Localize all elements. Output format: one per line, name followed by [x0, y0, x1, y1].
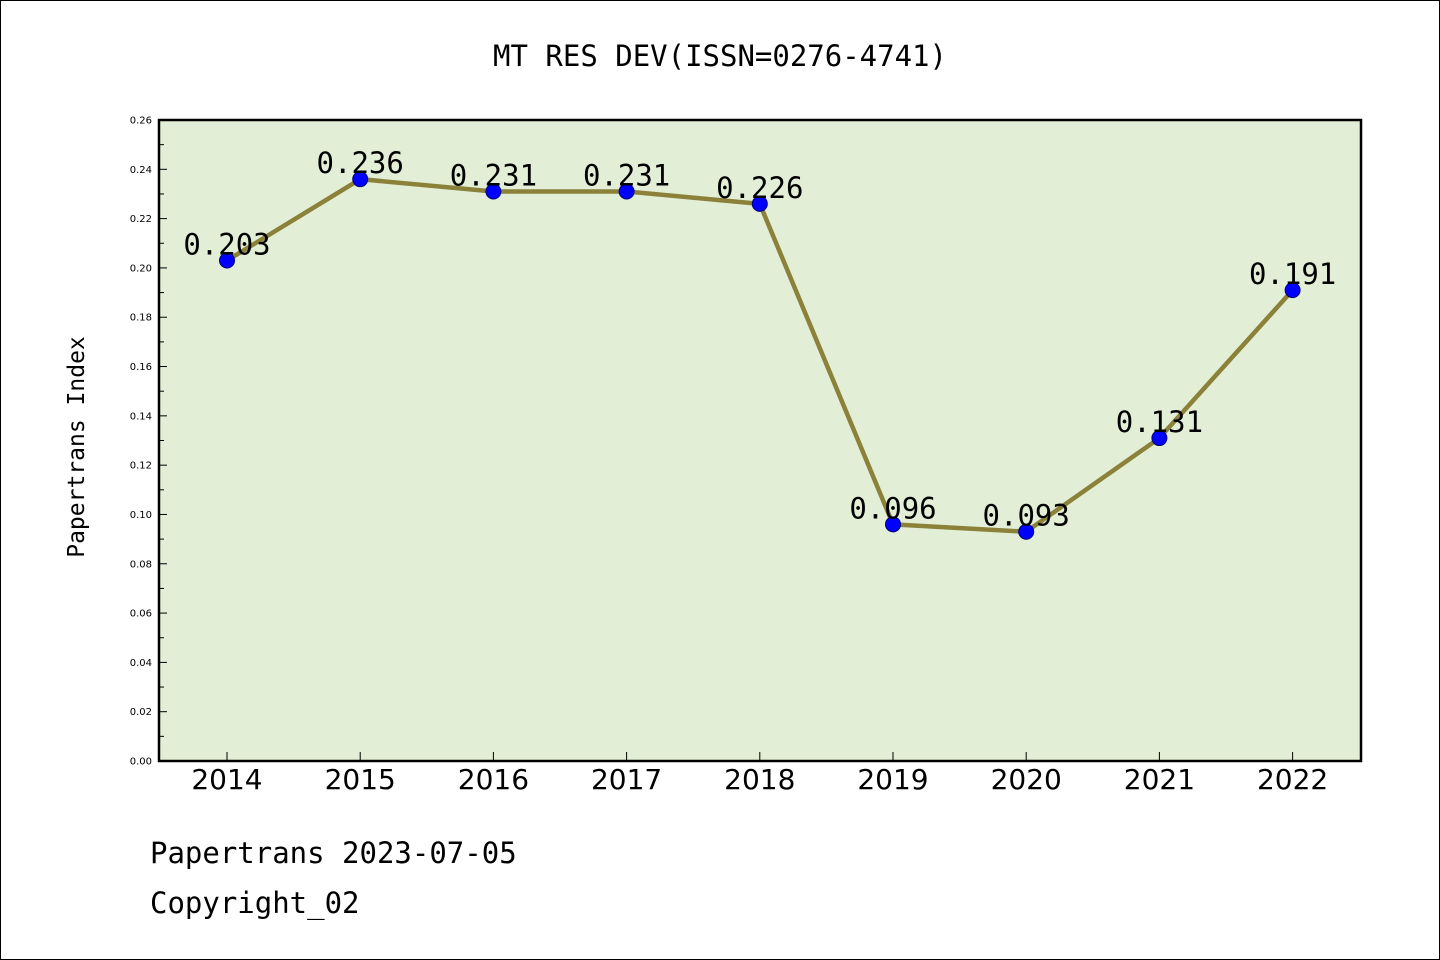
x-tick-label: 2019	[857, 763, 928, 796]
y-tick-label: 0.14	[130, 411, 152, 422]
data-point	[751, 195, 768, 212]
x-tick-label: 2021	[1124, 763, 1195, 796]
y-tick-label: 0.06	[130, 609, 152, 620]
footer-date-text: Papertrans 2023-07-05	[150, 836, 517, 870]
y-tick-label: 0.22	[130, 214, 152, 225]
x-tick-label: 2014	[191, 763, 262, 796]
data-label: 0.231	[583, 158, 670, 192]
y-tick-label: 0.12	[130, 461, 152, 472]
data-point	[219, 252, 235, 269]
footer-copyright-text: Copyright_02	[150, 886, 360, 920]
y-tick-label: 0.04	[130, 658, 152, 669]
x-axis-ticks: 2014 2015 2016 2017 2018 2019 2020 2021 2022	[191, 752, 1328, 796]
data-point	[352, 171, 369, 188]
y-tick-label: 0.24	[130, 165, 152, 176]
x-tick-label: 2020	[991, 763, 1062, 796]
data-point	[1151, 430, 1168, 447]
data-label: 0.096	[849, 491, 936, 525]
y-tick-label: 0.18	[130, 313, 152, 324]
data-label: 0.131	[1116, 405, 1203, 439]
y-tick-label: 0.10	[130, 510, 152, 521]
data-label: 0.093	[983, 499, 1070, 533]
y-tick-label: 0.08	[130, 559, 152, 570]
x-tick-label: 2018	[724, 763, 795, 796]
y-tick-label: 0.00	[130, 757, 152, 768]
data-point	[885, 516, 901, 533]
y-axis-ticks: 0.00 0.02 0.04 0.06 0.08 0.10 0.12 0.14 0.16 0.18…	[130, 116, 167, 768]
x-tick-label: 2015	[325, 763, 396, 796]
data-label: 0.236	[317, 146, 404, 180]
x-tick-label: 2016	[458, 763, 529, 796]
plot-area	[157, 118, 1363, 763]
data-point	[618, 183, 635, 200]
y-tick-label: 0.26	[130, 116, 152, 127]
chart-title: MT RES DEV(ISSN=0276-4741)	[493, 39, 947, 73]
y-tick-label: 0.20	[130, 263, 152, 274]
data-labels: 0.203 0.236 0.231 0.231 0.226 0.096 0.093 0.131…	[183, 146, 1336, 533]
data-markers	[219, 171, 1301, 540]
data-label: 0.203	[183, 228, 270, 262]
data-label: 0.231	[450, 158, 537, 192]
data-point	[485, 183, 502, 200]
x-tick-label: 2022	[1257, 763, 1328, 796]
y-axis-label: Papertrans Index	[64, 336, 90, 558]
data-label: 0.191	[1249, 257, 1336, 291]
data-label: 0.226	[716, 171, 803, 205]
x-tick-label: 2017	[591, 763, 662, 796]
y-tick-label: 0.16	[130, 362, 152, 373]
data-point	[1018, 523, 1035, 540]
y-tick-label: 0.02	[130, 707, 152, 718]
data-point	[1284, 282, 1301, 299]
